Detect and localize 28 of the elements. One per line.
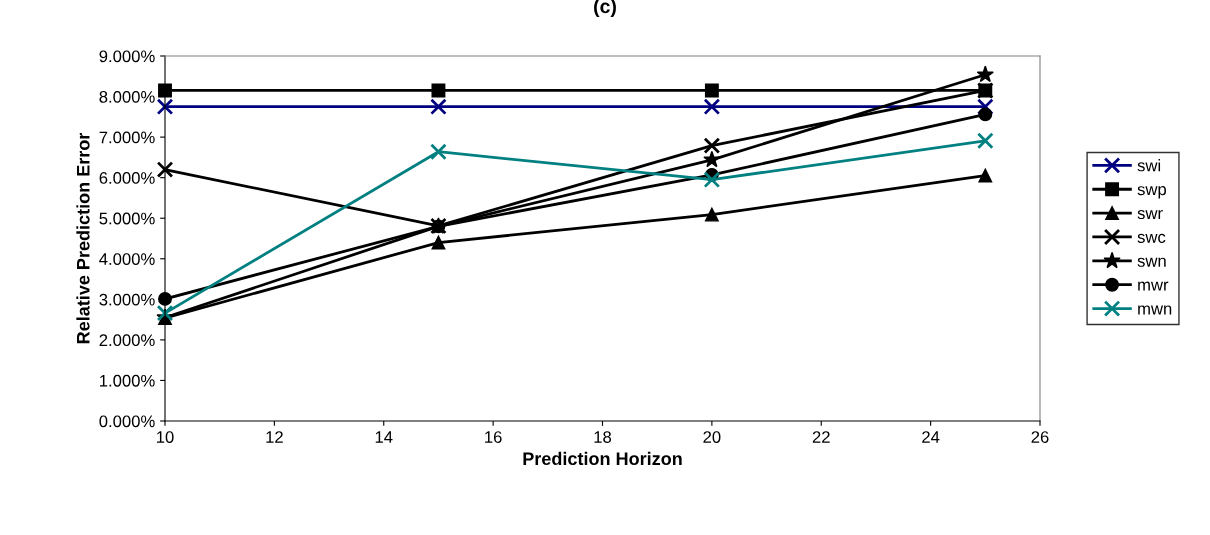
legend-label: swr xyxy=(1137,209,1163,220)
y-tick-label: 5.000% xyxy=(99,212,155,225)
x-axis-title: Prediction Horizon xyxy=(523,451,682,466)
x-tick-label: 14 xyxy=(375,431,393,443)
x-tick-label: 22 xyxy=(812,431,830,443)
legend-label: swn xyxy=(1137,257,1166,267)
x-tick-label: 12 xyxy=(266,431,283,443)
legend-label: swc xyxy=(1137,233,1166,243)
y-tick-label: 3.000% xyxy=(99,293,155,306)
x-tick-label: 26 xyxy=(1031,431,1049,443)
y-tick-label: 9.000% xyxy=(99,50,155,63)
legend-label: swi xyxy=(1137,159,1161,172)
legend-label: swp xyxy=(1137,186,1167,199)
y-tick-label: 1.000% xyxy=(100,374,155,387)
x-tick-label: 24 xyxy=(922,431,940,443)
legend-label: mwr xyxy=(1138,281,1169,291)
y-axis-title: Relative Prediction Error xyxy=(76,132,90,344)
y-tick-label: 0.000% xyxy=(99,415,155,428)
x-tick-label: 18 xyxy=(594,431,612,443)
y-tick-label: 7.000% xyxy=(99,131,155,144)
y-tick-label: 8.000% xyxy=(99,90,155,103)
legend-label: mwn xyxy=(1138,305,1172,315)
y-tick-label: 4.000% xyxy=(99,253,155,265)
y-tick-label: 2.000% xyxy=(99,334,155,347)
x-tick-label: 10 xyxy=(157,431,174,443)
y-tick-label: 6.000% xyxy=(99,172,155,184)
x-tick-label: 20 xyxy=(703,431,721,443)
x-tick-label: 16 xyxy=(485,431,502,443)
